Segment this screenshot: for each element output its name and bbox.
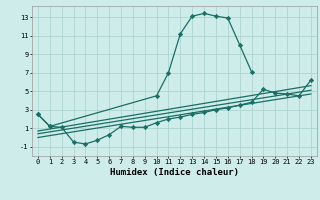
X-axis label: Humidex (Indice chaleur): Humidex (Indice chaleur) bbox=[110, 168, 239, 177]
